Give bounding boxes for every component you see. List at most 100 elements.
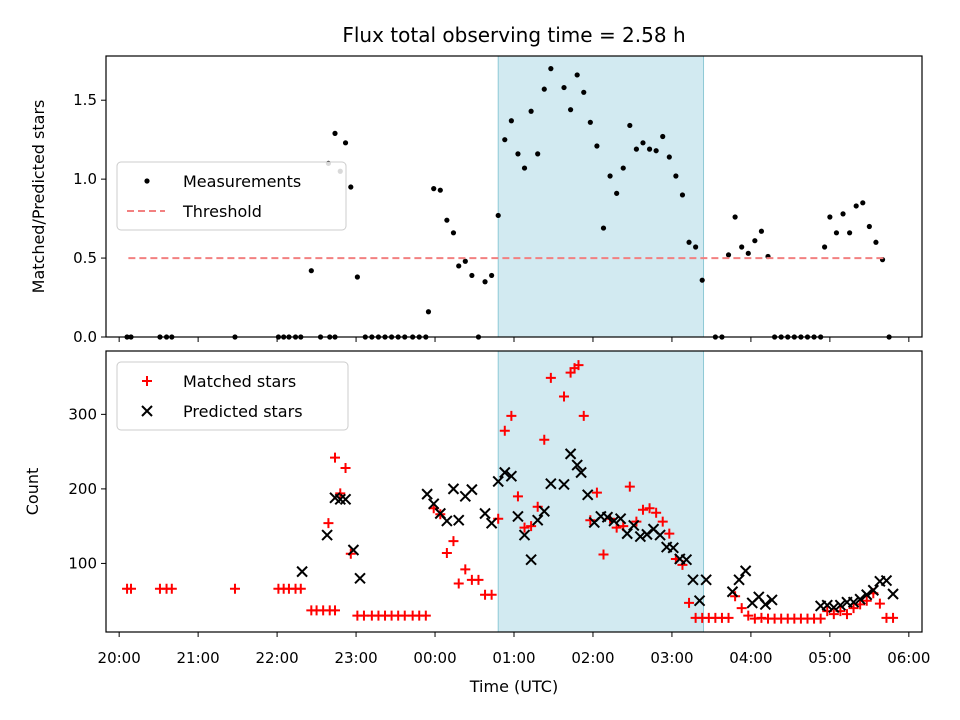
data-point: [323, 518, 334, 529]
data-point: [521, 165, 528, 171]
data-point: [598, 549, 609, 560]
y-axis-label: Matched/Predicted stars: [29, 100, 48, 294]
data-point: [526, 521, 537, 532]
data-point: [673, 173, 679, 179]
data-point: [874, 598, 885, 609]
data-point: [687, 574, 699, 586]
data-point: [567, 107, 574, 113]
data-point: [821, 599, 833, 611]
y-tick-label: 200: [68, 480, 97, 498]
data-point: [506, 410, 517, 421]
data-point: [492, 475, 504, 488]
data-point: [528, 108, 534, 114]
y-axis-label: Count: [23, 468, 42, 516]
data-point: [466, 483, 478, 496]
data-point: [448, 536, 459, 547]
data-point: [561, 84, 567, 91]
data-point: [340, 463, 351, 474]
data-point: [295, 583, 306, 594]
data-point: [126, 583, 137, 594]
data-point: [679, 192, 686, 198]
data-point: [628, 519, 640, 532]
data-point: [512, 510, 524, 523]
data-point: [450, 230, 457, 236]
legend-marker: [144, 178, 150, 184]
data-point: [460, 564, 471, 575]
data-point: [736, 603, 747, 614]
data-point: [495, 212, 501, 219]
data-point: [644, 503, 655, 514]
data-point: [545, 372, 556, 383]
data-point: [651, 507, 662, 518]
data-point: [441, 547, 452, 558]
data-point: [505, 470, 518, 482]
data-point: [833, 230, 840, 236]
x-tick-label: 23:00: [334, 649, 377, 667]
data-point: [653, 148, 659, 154]
data-point: [512, 491, 523, 502]
x-tick-label: 04:00: [729, 649, 772, 667]
data-point: [485, 517, 498, 529]
data-point: [867, 584, 880, 596]
data-point: [866, 223, 872, 230]
data-point: [664, 528, 675, 539]
legend-label: Threshold: [182, 202, 262, 221]
data-point: [453, 514, 465, 526]
data-point: [425, 309, 432, 315]
x-axis-label: Time (UTC): [469, 677, 558, 696]
y-tick-label: 300: [68, 405, 97, 423]
data-point: [686, 239, 692, 245]
data-point: [693, 244, 699, 250]
data-point: [888, 612, 899, 623]
data-point: [296, 565, 308, 578]
data-point: [508, 118, 514, 124]
data-point: [637, 504, 648, 515]
data-point: [860, 200, 866, 206]
legend-label: Measurements: [183, 172, 301, 191]
data-point: [581, 89, 587, 95]
data-point: [620, 165, 626, 171]
data-point: [574, 72, 580, 78]
data-point: [693, 594, 706, 607]
data-point: [684, 597, 695, 608]
data-point: [633, 146, 640, 152]
data-point: [308, 268, 314, 274]
data-point: [730, 591, 741, 602]
y-tick-label: 0.5: [73, 249, 97, 267]
data-point: [444, 217, 450, 223]
data-point: [342, 140, 349, 146]
data-point: [752, 238, 758, 244]
legend-marker: [141, 405, 153, 417]
data-point: [473, 574, 484, 585]
data-point: [578, 410, 589, 421]
data-point: [723, 612, 734, 623]
data-point: [725, 252, 732, 258]
data-point: [571, 459, 583, 471]
data-point: [743, 610, 754, 621]
data-point: [462, 258, 468, 264]
data-point: [441, 515, 453, 527]
data-point: [456, 263, 462, 269]
data-point: [581, 489, 594, 501]
data-point: [601, 511, 614, 523]
data-point: [229, 583, 240, 594]
data-point: [614, 512, 627, 525]
data-point: [657, 516, 668, 527]
data-point: [575, 466, 587, 479]
chart-title: Flux total observing time = 2.58 h: [342, 23, 685, 47]
legend: Measurements Threshold: [116, 161, 347, 231]
series-predicted-stars: [296, 448, 899, 614]
data-point: [847, 596, 860, 608]
data-point: [354, 572, 366, 585]
y-tick-label: 0.0: [73, 328, 97, 346]
data-point: [594, 143, 600, 149]
data-point: [827, 214, 833, 220]
data-point: [699, 277, 705, 283]
data-point: [421, 488, 433, 500]
data-point: [499, 466, 511, 479]
data-point: [330, 605, 341, 616]
data-point: [759, 598, 772, 611]
data-point: [348, 184, 354, 190]
data-point: [535, 151, 541, 157]
data-point: [431, 186, 437, 192]
